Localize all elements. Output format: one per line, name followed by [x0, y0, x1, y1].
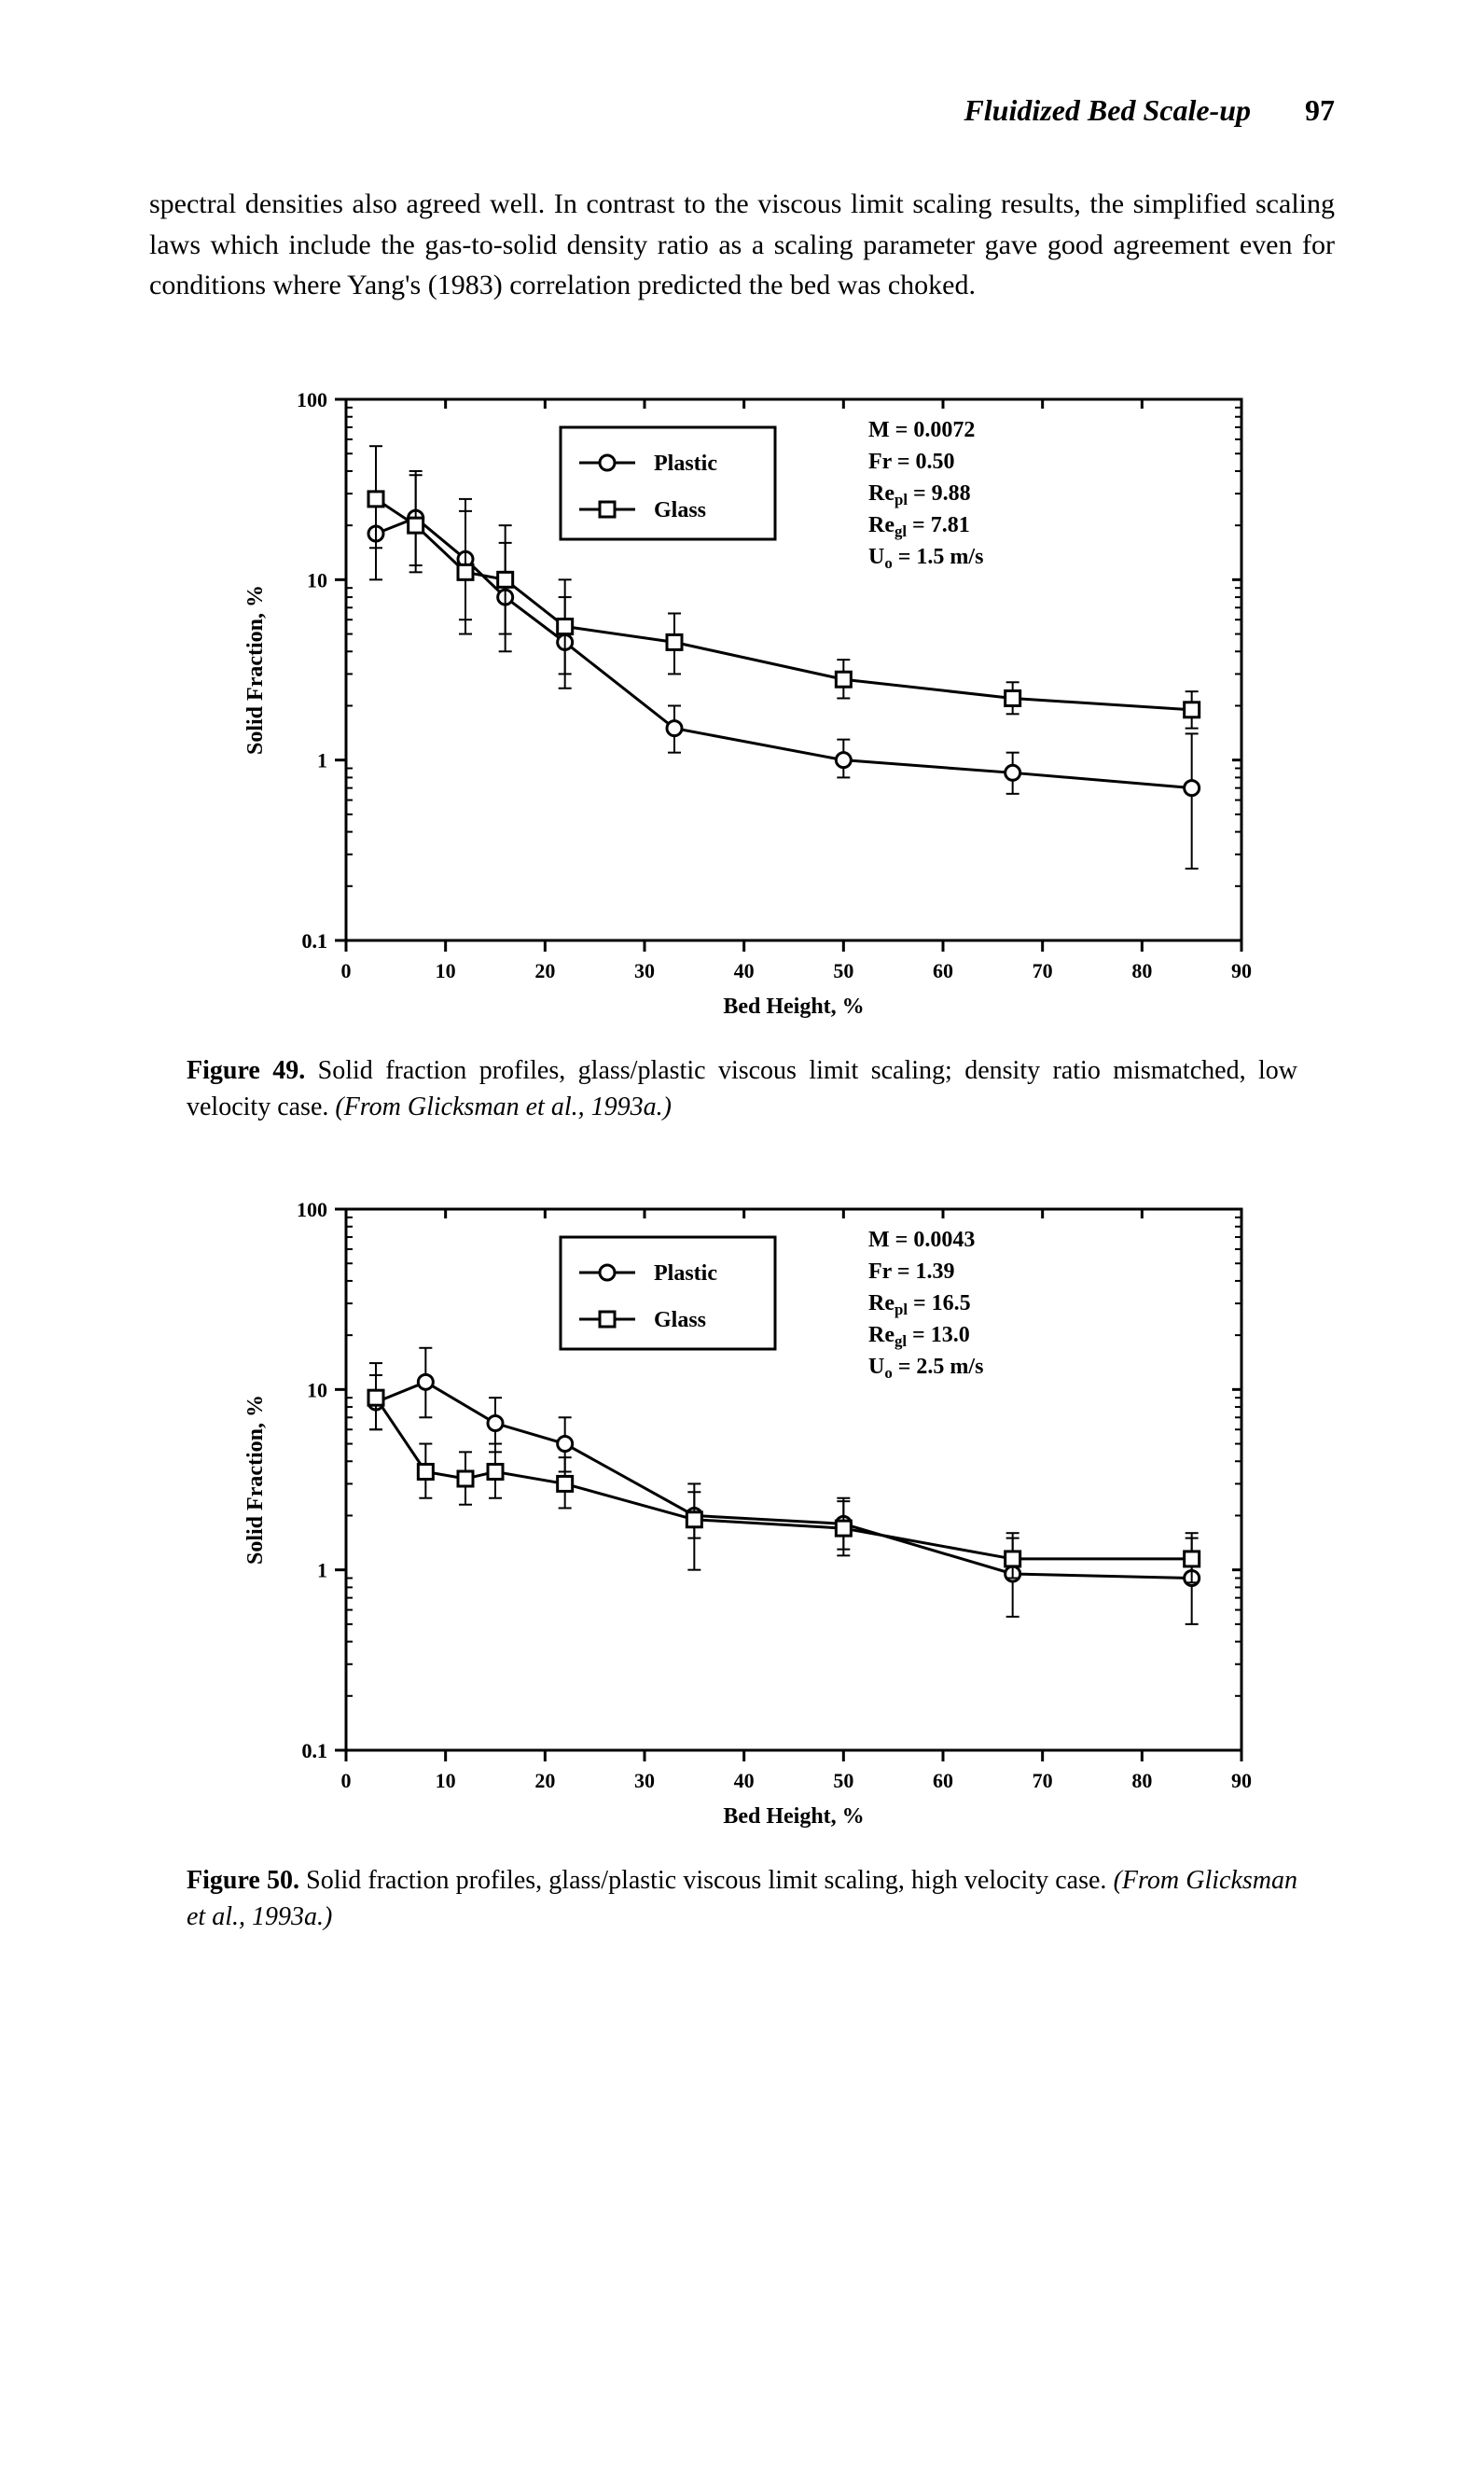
svg-text:Glass: Glass [654, 1308, 706, 1332]
svg-text:0.1: 0.1 [301, 1739, 327, 1762]
svg-text:40: 40 [733, 959, 754, 982]
svg-text:70: 70 [1032, 959, 1052, 982]
svg-text:20: 20 [534, 959, 555, 982]
svg-text:50: 50 [833, 1769, 853, 1792]
svg-text:Fr = 0.50: Fr = 0.50 [868, 450, 955, 474]
svg-text:0: 0 [340, 959, 351, 982]
svg-text:90: 90 [1231, 959, 1252, 982]
svg-text:Uo = 1.5 m/s: Uo = 1.5 m/s [868, 545, 983, 572]
svg-text:Solid Fraction, %: Solid Fraction, % [243, 1395, 268, 1565]
svg-text:Repl = 16.5: Repl = 16.5 [868, 1291, 971, 1318]
svg-text:20: 20 [534, 1769, 555, 1792]
svg-text:Solid Fraction, %: Solid Fraction, % [243, 584, 268, 754]
svg-text:80: 80 [1131, 1769, 1152, 1792]
svg-text:Bed Height, %: Bed Height, % [723, 1804, 864, 1829]
svg-text:80: 80 [1131, 959, 1152, 982]
figure-49-caption: Figure 49. Solid fraction profiles, glas… [187, 1052, 1297, 1125]
svg-text:30: 30 [634, 1769, 655, 1792]
svg-text:0.1: 0.1 [301, 929, 327, 953]
svg-text:70: 70 [1032, 1769, 1052, 1792]
body-paragraph: spectral densities also agreed well. In … [149, 184, 1335, 306]
svg-text:90: 90 [1231, 1769, 1252, 1792]
svg-text:Fr = 1.39: Fr = 1.39 [868, 1259, 955, 1284]
svg-text:60: 60 [933, 1769, 953, 1792]
svg-text:60: 60 [933, 959, 953, 982]
svg-text:10: 10 [435, 1769, 455, 1792]
figure-49-chart: 01020304050607080900.11101000.1Bed Heigh… [206, 362, 1279, 1034]
svg-text:Repl = 9.88: Repl = 9.88 [868, 481, 971, 508]
svg-text:0: 0 [340, 1769, 351, 1792]
svg-text:Regl = 13.0: Regl = 13.0 [868, 1323, 970, 1350]
page-header: Fluidized Bed Scale-up 97 [149, 93, 1335, 128]
running-title: Fluidized Bed Scale-up [964, 93, 1251, 127]
svg-text:1: 1 [317, 1559, 327, 1582]
figure-50-caption: Figure 50. Solid fraction profiles, glas… [187, 1862, 1297, 1935]
svg-text:40: 40 [733, 1769, 754, 1792]
figure-50-caption-text: Solid fraction profiles, glass/plastic v… [299, 1866, 1114, 1895]
svg-text:Regl = 7.81: Regl = 7.81 [868, 513, 970, 540]
svg-text:Bed Height, %: Bed Height, % [723, 995, 864, 1019]
svg-text:30: 30 [634, 959, 655, 982]
figure-50-chart: 01020304050607080900.11101000.1Bed Heigh… [206, 1172, 1279, 1844]
svg-text:M = 0.0043: M = 0.0043 [868, 1228, 975, 1252]
svg-text:50: 50 [833, 959, 853, 982]
svg-text:10: 10 [307, 1378, 327, 1401]
svg-text:10: 10 [307, 568, 327, 591]
svg-text:M = 0.0072: M = 0.0072 [868, 418, 975, 442]
svg-text:10: 10 [435, 959, 455, 982]
svg-text:Uo = 2.5 m/s: Uo = 2.5 m/s [868, 1355, 983, 1382]
figure-49: 01020304050607080900.11101000.1Bed Heigh… [149, 362, 1335, 1125]
figure-49-label: Figure 49. [187, 1056, 305, 1085]
svg-text:1: 1 [317, 748, 327, 772]
svg-text:100: 100 [297, 1198, 327, 1221]
figure-50-label: Figure 50. [187, 1866, 299, 1895]
svg-text:Plastic: Plastic [654, 1261, 717, 1286]
page-number: 97 [1305, 93, 1335, 127]
figure-49-source: (From Glicksman et al., 1993a.) [335, 1092, 672, 1121]
figure-50: 01020304050607080900.11101000.1Bed Heigh… [149, 1172, 1335, 1935]
svg-text:Glass: Glass [654, 498, 706, 522]
svg-text:Plastic: Plastic [654, 452, 717, 476]
svg-text:100: 100 [297, 388, 327, 411]
